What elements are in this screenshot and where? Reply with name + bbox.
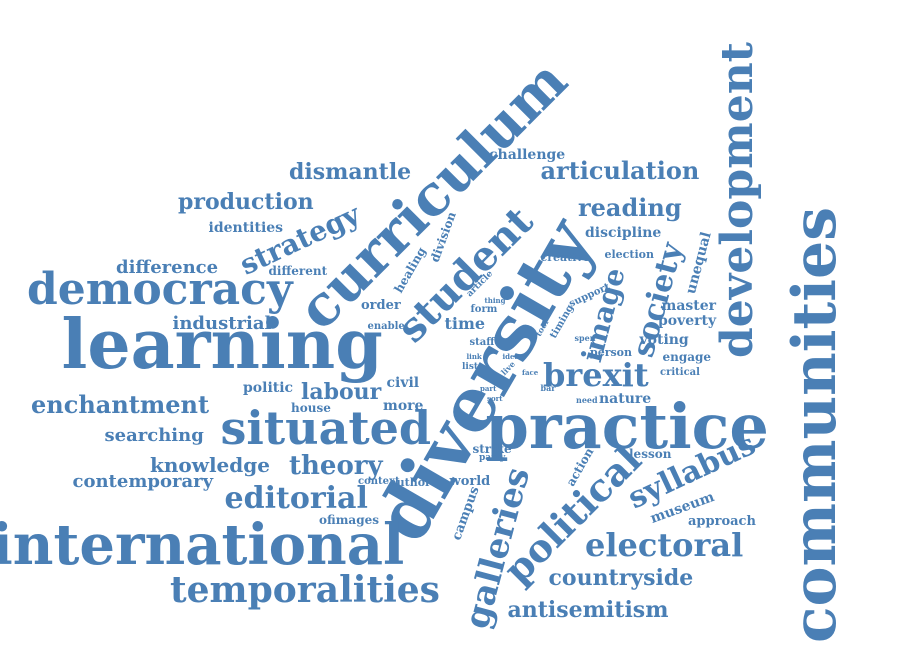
word-strike: strike: [472, 442, 512, 456]
word-different: different: [268, 264, 328, 278]
word-ofimages: ofimages: [319, 513, 379, 527]
word-election: election: [604, 247, 654, 261]
word-enable: enable: [367, 321, 405, 332]
word-lesson: lesson: [629, 447, 672, 461]
word-enchantment: enchantment: [31, 390, 210, 419]
word-contemporary: contemporary: [72, 471, 214, 492]
word-spen: spen: [574, 333, 596, 343]
word-situated: situated: [220, 401, 432, 455]
word-house: house: [291, 401, 331, 415]
word-development: development: [712, 41, 764, 359]
word-international: international: [0, 512, 405, 578]
word-discipline: discipline: [585, 225, 662, 241]
word-face: face: [522, 367, 539, 377]
word-searching: searching: [104, 425, 204, 446]
word-poverty: poverty: [658, 313, 717, 329]
word-civil: civil: [386, 375, 420, 391]
word-voting: voting: [639, 332, 689, 348]
word-theory: theory: [289, 451, 383, 481]
word-temporalities: temporalities: [170, 569, 440, 611]
word-critical: critical: [660, 367, 700, 378]
word-master: master: [661, 298, 717, 314]
word-idea: idea: [502, 351, 520, 361]
word-person: person: [590, 345, 633, 359]
word-more: more: [383, 398, 424, 414]
word-need: need: [576, 395, 598, 405]
word-antisemitism: antisemitism: [507, 597, 669, 623]
word-dismantle: dismantle: [289, 159, 412, 185]
word-order: order: [361, 297, 401, 313]
word-politic: politic: [243, 380, 294, 396]
word-link: link: [466, 351, 482, 361]
word-world: world: [449, 473, 491, 489]
word-communities: communities: [780, 206, 851, 644]
word-reading: reading: [578, 193, 682, 222]
word-articulation: articulation: [540, 156, 700, 185]
word-engage: engage: [662, 350, 712, 364]
word-practice: practice: [485, 390, 769, 463]
word-time: time: [444, 314, 486, 333]
word-approach: approach: [688, 513, 756, 529]
word-nature: nature: [599, 391, 652, 407]
word-difference: difference: [116, 257, 219, 278]
word-industrial: industrial: [172, 313, 272, 334]
word-list: list: [462, 361, 479, 372]
word-part: part: [480, 383, 497, 393]
word-sort: sort: [487, 393, 503, 403]
word-challenge: challenge: [489, 147, 566, 163]
word-unequal: unequal: [682, 230, 715, 296]
word-bar: bar: [540, 383, 556, 393]
word-production: production: [178, 189, 314, 215]
word-countryside: countryside: [548, 565, 694, 591]
word-editorial: editorial: [224, 481, 368, 516]
word-electoral: electoral: [585, 526, 744, 564]
word-learning: learning: [61, 305, 383, 385]
word-identities: identities: [208, 220, 284, 236]
word-creative: creative: [540, 250, 590, 264]
word-author: author: [389, 475, 431, 489]
word-thing: thing: [484, 295, 506, 305]
word-party: party: [479, 452, 506, 463]
word-labour: labour: [301, 379, 382, 405]
word-context: context: [358, 476, 400, 487]
word-democracy: democracy: [27, 264, 293, 315]
word-brexit: brexit: [543, 356, 649, 394]
word-form: form: [470, 304, 498, 315]
word-knowledge: knowledge: [150, 453, 270, 477]
word-staff: staff: [469, 337, 495, 348]
